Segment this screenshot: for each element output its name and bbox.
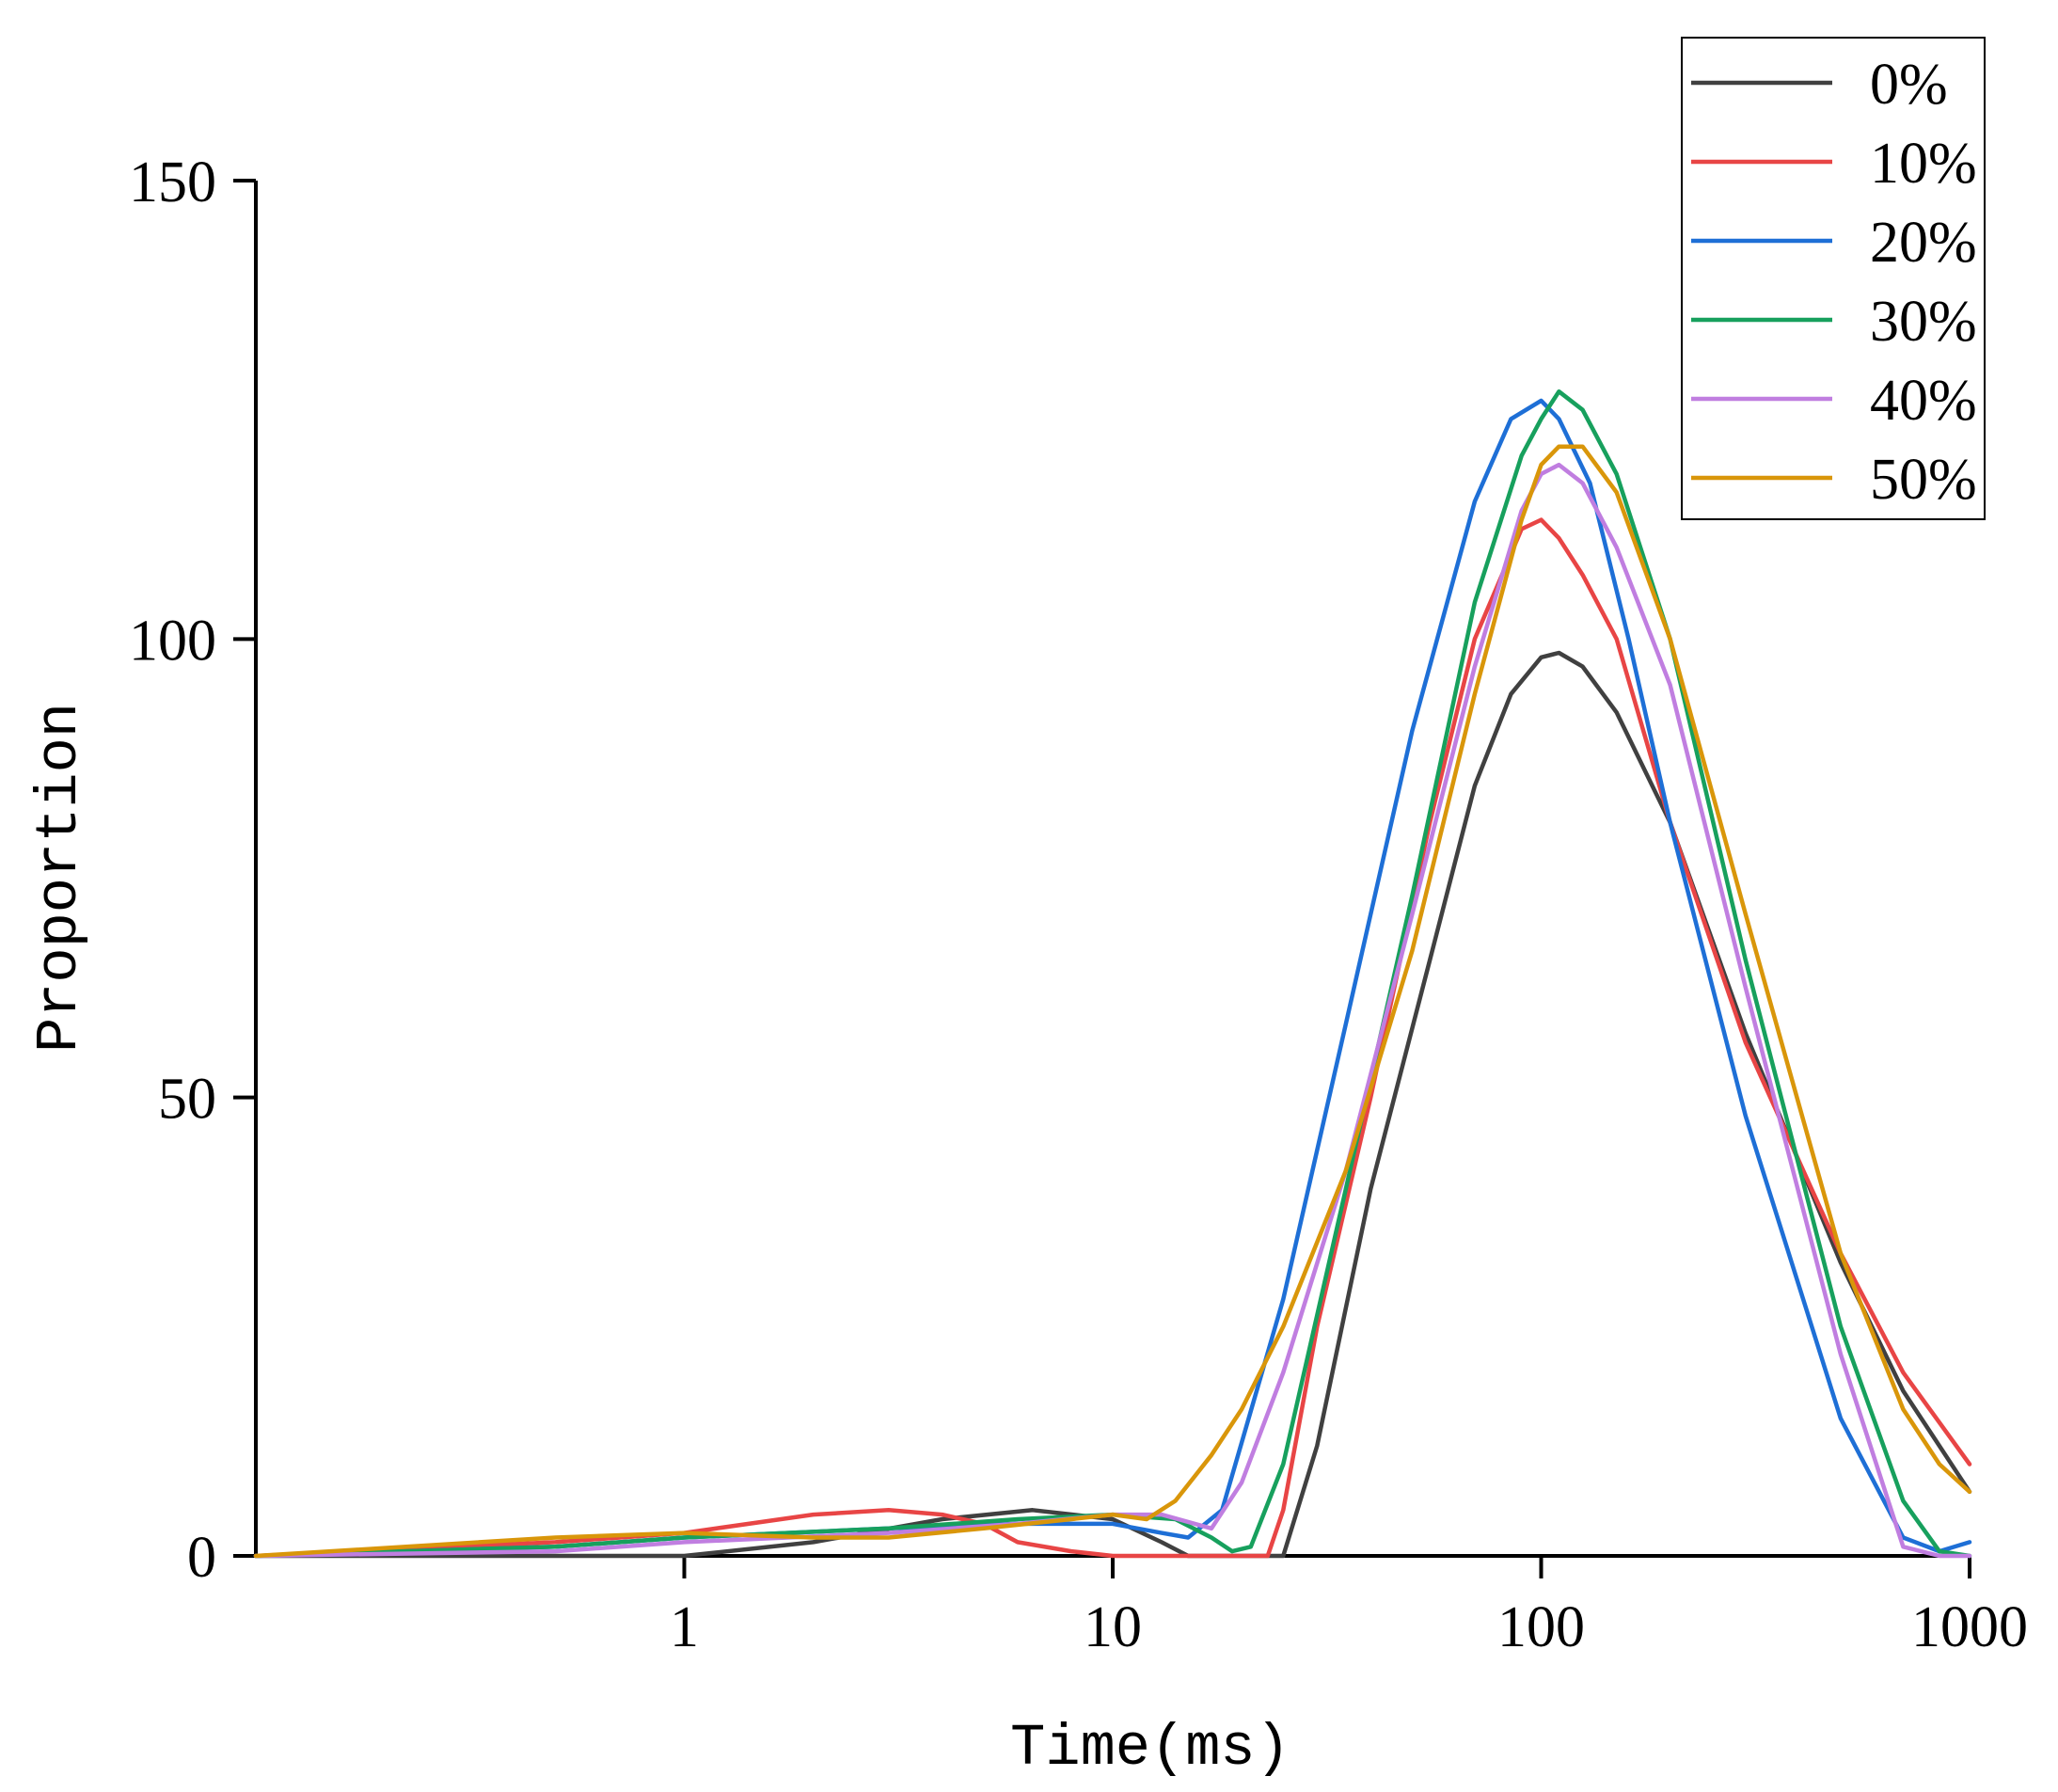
legend-label: 50% bbox=[1870, 448, 1977, 512]
y-tick-label: 50 bbox=[158, 1068, 216, 1132]
y-axis-title: Proportion bbox=[26, 703, 93, 1053]
legend-label: 10% bbox=[1870, 132, 1977, 196]
x-tick-label: 100 bbox=[1497, 1595, 1585, 1659]
legend: 0% 10% 20% 30% 40% 50% bbox=[1681, 37, 1986, 520]
legend-box bbox=[1681, 37, 1986, 520]
y-tick-label: 0 bbox=[187, 1526, 216, 1590]
x-tick-label: 10 bbox=[1084, 1595, 1142, 1659]
x-tick-label: 1 bbox=[670, 1595, 699, 1659]
y-tick-label: 100 bbox=[129, 609, 216, 673]
series-line-10pct bbox=[253, 517, 1972, 1559]
series-lines bbox=[253, 389, 1972, 1559]
axes: 0 50 100 150 1 10 100 1000 bbox=[129, 151, 2028, 1659]
legend-label: 0% bbox=[1870, 53, 1948, 117]
series-line-30pct bbox=[253, 389, 1972, 1559]
legend-label: 40% bbox=[1870, 369, 1977, 433]
series-line-50pct bbox=[253, 444, 1972, 1559]
series-line-40pct bbox=[253, 462, 1972, 1559]
x-tick-label: 1000 bbox=[1911, 1595, 2028, 1659]
x-axis-title: Time(ms) bbox=[1010, 1715, 1290, 1782]
legend-label: 30% bbox=[1870, 290, 1977, 354]
series-line-20pct bbox=[253, 398, 1972, 1559]
legend-label: 20% bbox=[1870, 211, 1977, 275]
y-tick-label: 150 bbox=[129, 151, 216, 214]
